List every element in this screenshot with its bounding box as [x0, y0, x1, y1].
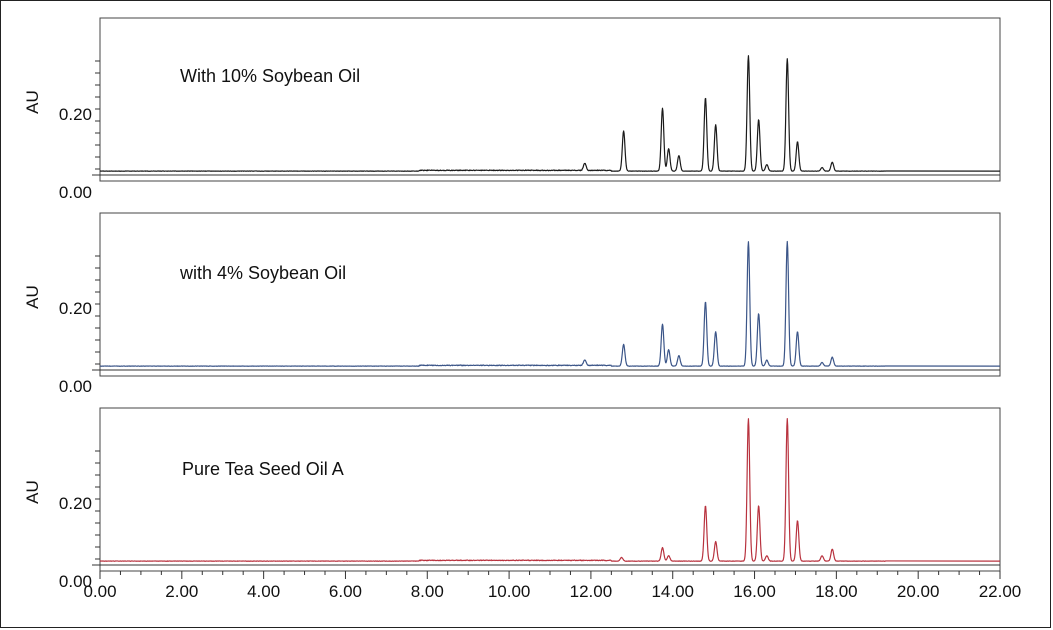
y-tick-label: 0.00: [59, 183, 92, 202]
panel-title: Pure Tea Seed Oil A: [182, 459, 344, 479]
trace-line: [99, 418, 1001, 562]
trace-line: [99, 240, 1001, 367]
x-tick-label: 10.00: [488, 582, 531, 601]
x-tick-label: 16.00: [733, 582, 776, 601]
x-tick-labels: 0.00 2.00 4.00 6.00 8.00 10.00 12.00 14.00 16.00…: [83, 582, 1021, 601]
y-tick-label: 0.00: [59, 377, 92, 396]
panel-plot-area: [99, 407, 1001, 572]
panel-title: with 4% Soybean Oil: [179, 263, 346, 283]
x-tick-label: 8.00: [411, 582, 444, 601]
trace-line: [99, 55, 1001, 172]
y-ticks: [92, 60, 1000, 176]
y-axis-label: AU: [23, 285, 42, 309]
y-tick-label: 0.20: [59, 299, 92, 318]
y-ticks: [92, 255, 1000, 371]
x-tick-label: 22.00: [979, 582, 1022, 601]
x-tick-label: 4.00: [247, 582, 280, 601]
y-axis-label: AU: [23, 90, 42, 114]
x-tick-label: 6.00: [329, 582, 362, 601]
x-tick-label: 12.00: [570, 582, 613, 601]
panel-plot-area: [99, 17, 1001, 182]
y-tick-label: 0.20: [59, 105, 92, 124]
x-ticks: [99, 571, 1001, 579]
panel-title: With 10% Soybean Oil: [180, 66, 360, 86]
y-ticks: [92, 450, 1000, 566]
x-tick-label: 2.00: [165, 582, 198, 601]
x-tick-label: 0.00: [83, 582, 116, 601]
x-tick-label: 14.00: [651, 582, 694, 601]
y-tick-label: 0.00: [59, 572, 92, 591]
y-tick-label: 0.20: [59, 494, 92, 513]
x-axis: 0.00 2.00 4.00 6.00 8.00 10.00 12.00 14.00 16.00…: [83, 571, 1021, 601]
panel-10pct-soybean: With 10% Soybean Oil AU 0.20 0.00: [23, 17, 1001, 202]
y-axis-label: AU: [23, 480, 42, 504]
x-tick-label: 18.00: [815, 582, 858, 601]
panel-plot-area: [99, 212, 1001, 377]
panel-4pct-soybean: with 4% Soybean Oil AU 0.20 0.00: [23, 212, 1001, 396]
x-tick-label: 20.00: [897, 582, 940, 601]
panel-pure-tea-seed: Pure Tea Seed Oil A AU 0.20 0.00: [23, 407, 1001, 591]
